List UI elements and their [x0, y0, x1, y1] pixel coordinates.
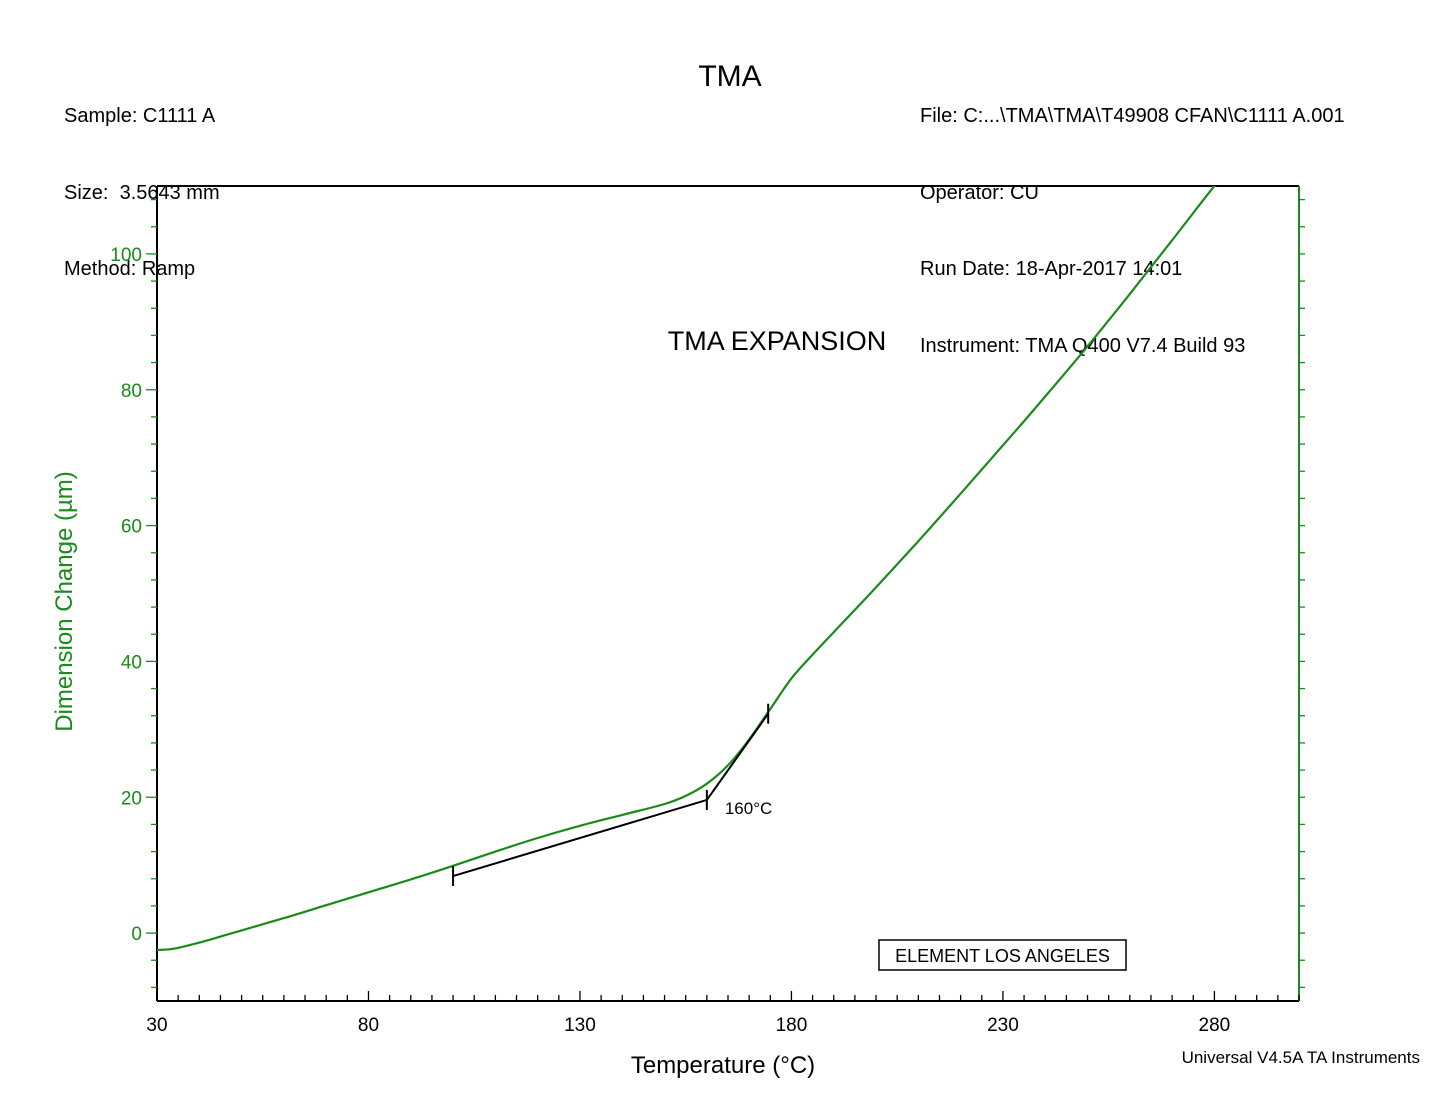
tangent-line: [706, 713, 769, 801]
onset-temperature-label: 160°C: [725, 799, 772, 818]
y-tick-label: 20: [121, 788, 142, 809]
y-axis-title: Dimension Change (µm): [51, 471, 78, 732]
sample-info: Sample: C1111 A Size: 3.5643 mm Method: …: [64, 53, 220, 308]
x-tick-label: 30: [146, 1015, 167, 1036]
software-footer: Universal V4.5A TA Instruments: [1181, 1048, 1420, 1067]
lab-name-text: ELEMENT LOS ANGELES: [895, 946, 1110, 966]
y-tick-label: 40: [121, 652, 142, 673]
page-title: TMA: [698, 60, 762, 93]
x-tick-label: 180: [776, 1015, 808, 1036]
y-tick-label: 60: [121, 517, 142, 538]
method-label: Method: Ramp: [64, 258, 196, 280]
y-tick-label: 100: [110, 245, 142, 266]
lab-name-box: [878, 939, 1127, 971]
tangent-line: [452, 799, 708, 877]
instrument-label: Instrument: TMA Q400 V7.4 Build 93: [920, 334, 1246, 357]
x-axis-title: Temperature (°C): [631, 1052, 815, 1079]
x-tick-label: 130: [564, 1015, 596, 1036]
x-tick-label: 280: [1199, 1015, 1231, 1036]
run-info: File: C:...\TMA\TMA\T49908 CFAN\C1111 A.…: [920, 53, 1345, 385]
x-tick-label: 80: [358, 1015, 379, 1036]
y-tick-label: 80: [121, 381, 142, 402]
y-tick-label: 0: [131, 924, 142, 945]
sample-label: Sample: C1111 A: [64, 105, 216, 127]
dimension-change-curve: [157, 186, 1216, 952]
file-label: File: C:...\TMA\TMA\T49908 CFAN\C1111 A.…: [920, 105, 1345, 127]
chart-title: TMA EXPANSION: [668, 326, 887, 356]
x-tick-label: 230: [987, 1015, 1019, 1036]
